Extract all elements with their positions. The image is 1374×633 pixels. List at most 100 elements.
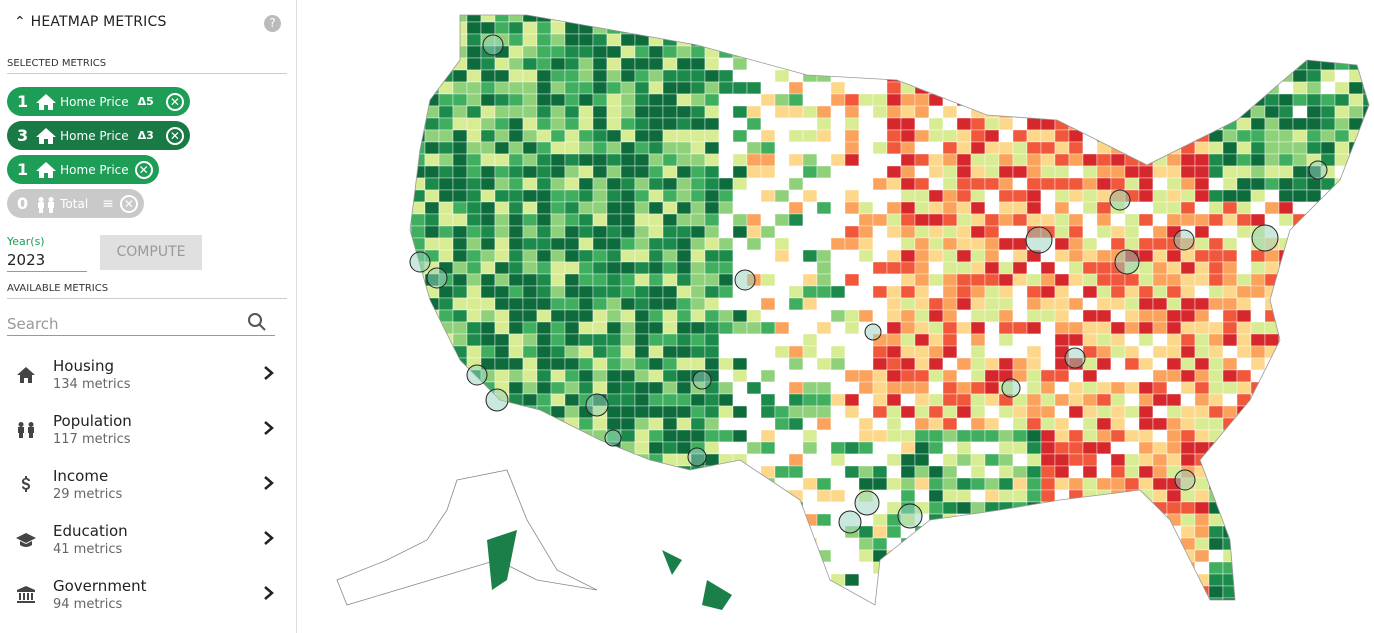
remove-chip[interactable]: ✕ <box>134 160 153 179</box>
metric-chip[interactable]: 0 Total ≡ ✕ <box>7 189 144 218</box>
metric-chip[interactable]: 1 Home Price ✕ <box>7 155 159 184</box>
metro-marker[interactable] <box>604 429 622 447</box>
county <box>1082 561 1098 575</box>
county <box>844 309 860 323</box>
county <box>1334 69 1350 83</box>
county <box>984 249 1000 263</box>
county <box>480 201 496 215</box>
category-row[interactable]: Housing 134 metrics <box>0 357 296 412</box>
county <box>690 141 706 155</box>
chevron[interactable] <box>262 420 276 436</box>
county <box>1180 153 1196 167</box>
metro-marker[interactable] <box>585 393 609 417</box>
year-input[interactable]: 2023 <box>7 251 87 272</box>
county <box>1292 297 1308 311</box>
county <box>1082 537 1098 551</box>
county <box>1166 141 1182 155</box>
remove-chip[interactable]: ✕ <box>165 126 184 145</box>
metro-marker[interactable] <box>485 388 509 412</box>
metro-marker[interactable] <box>466 364 488 386</box>
county <box>746 165 762 179</box>
metro-marker[interactable] <box>1174 469 1196 491</box>
county <box>830 321 846 335</box>
county <box>1040 141 1056 155</box>
remove-chip[interactable]: ✕ <box>119 194 138 213</box>
county <box>1110 345 1126 359</box>
county <box>1138 249 1154 263</box>
county <box>410 597 412 605</box>
county <box>1026 381 1042 395</box>
county <box>1082 261 1098 275</box>
county <box>900 417 916 431</box>
chevron[interactable] <box>262 585 276 601</box>
county <box>1222 261 1238 275</box>
metro-marker[interactable] <box>1025 226 1053 254</box>
county <box>984 321 1000 335</box>
county <box>1194 15 1210 23</box>
chevron[interactable] <box>262 530 276 546</box>
remove-chip[interactable]: ✕ <box>165 92 184 111</box>
county <box>480 333 496 347</box>
county <box>1334 129 1350 143</box>
metro-marker[interactable] <box>854 490 880 516</box>
metro-marker[interactable] <box>734 269 756 291</box>
county <box>410 429 412 443</box>
county <box>760 501 776 515</box>
metric-chip[interactable]: 3 Home Price Δ3 ✕ <box>7 121 190 150</box>
county <box>858 249 874 263</box>
county <box>1208 189 1224 203</box>
panel-title[interactable]: ⌃ HEATMAP METRICS <box>14 14 167 30</box>
metro-marker[interactable] <box>1173 229 1195 251</box>
county <box>536 117 552 131</box>
collapse-icon[interactable]: ⌃ <box>14 14 26 30</box>
help-button[interactable]: ? <box>264 15 281 32</box>
county <box>1334 177 1350 191</box>
category-row[interactable]: Population 117 metrics <box>0 412 296 467</box>
county <box>662 513 678 527</box>
metro-marker[interactable] <box>1251 224 1279 252</box>
county <box>872 81 888 95</box>
category-row[interactable]: Education 41 metrics <box>0 522 296 577</box>
compute-button[interactable]: COMPUTE <box>100 235 202 270</box>
metro-marker[interactable] <box>409 251 431 273</box>
county <box>1208 237 1224 251</box>
metro-marker[interactable] <box>897 503 923 529</box>
metro-marker[interactable] <box>1064 347 1086 369</box>
metric-chip[interactable]: 1 Home Price Δ5 ✕ <box>7 87 190 116</box>
county <box>970 537 986 551</box>
chevron[interactable] <box>262 475 276 491</box>
county <box>1082 309 1098 323</box>
county <box>1292 225 1308 239</box>
county <box>1264 405 1280 419</box>
chevron[interactable] <box>262 365 276 381</box>
search-box[interactable]: Search <box>7 313 275 336</box>
county <box>676 213 692 227</box>
metro-marker[interactable] <box>1308 160 1328 180</box>
metro-marker[interactable] <box>482 34 504 56</box>
county <box>1124 465 1140 479</box>
metro-marker[interactable] <box>426 267 448 289</box>
county <box>1250 141 1266 155</box>
category-row[interactable]: Government 94 metrics <box>0 577 296 632</box>
filter-icon[interactable]: ≡ <box>102 195 114 212</box>
metro-marker[interactable] <box>1109 189 1131 211</box>
county <box>508 213 524 227</box>
county <box>410 33 412 47</box>
category-row[interactable]: Income 29 metrics <box>0 467 296 522</box>
county <box>648 393 664 407</box>
metro-marker[interactable] <box>687 447 707 467</box>
county <box>732 465 748 479</box>
county <box>1348 225 1364 239</box>
county <box>1334 585 1350 599</box>
county <box>984 129 1000 143</box>
metro-marker[interactable] <box>838 510 862 534</box>
county <box>1068 45 1084 59</box>
county <box>732 93 748 107</box>
county <box>774 165 790 179</box>
county <box>676 393 692 407</box>
county <box>1110 417 1126 431</box>
metro-marker[interactable] <box>1001 378 1021 398</box>
metro-marker[interactable] <box>692 370 712 390</box>
metro-marker[interactable] <box>864 323 882 341</box>
metro-marker[interactable] <box>1114 249 1140 275</box>
